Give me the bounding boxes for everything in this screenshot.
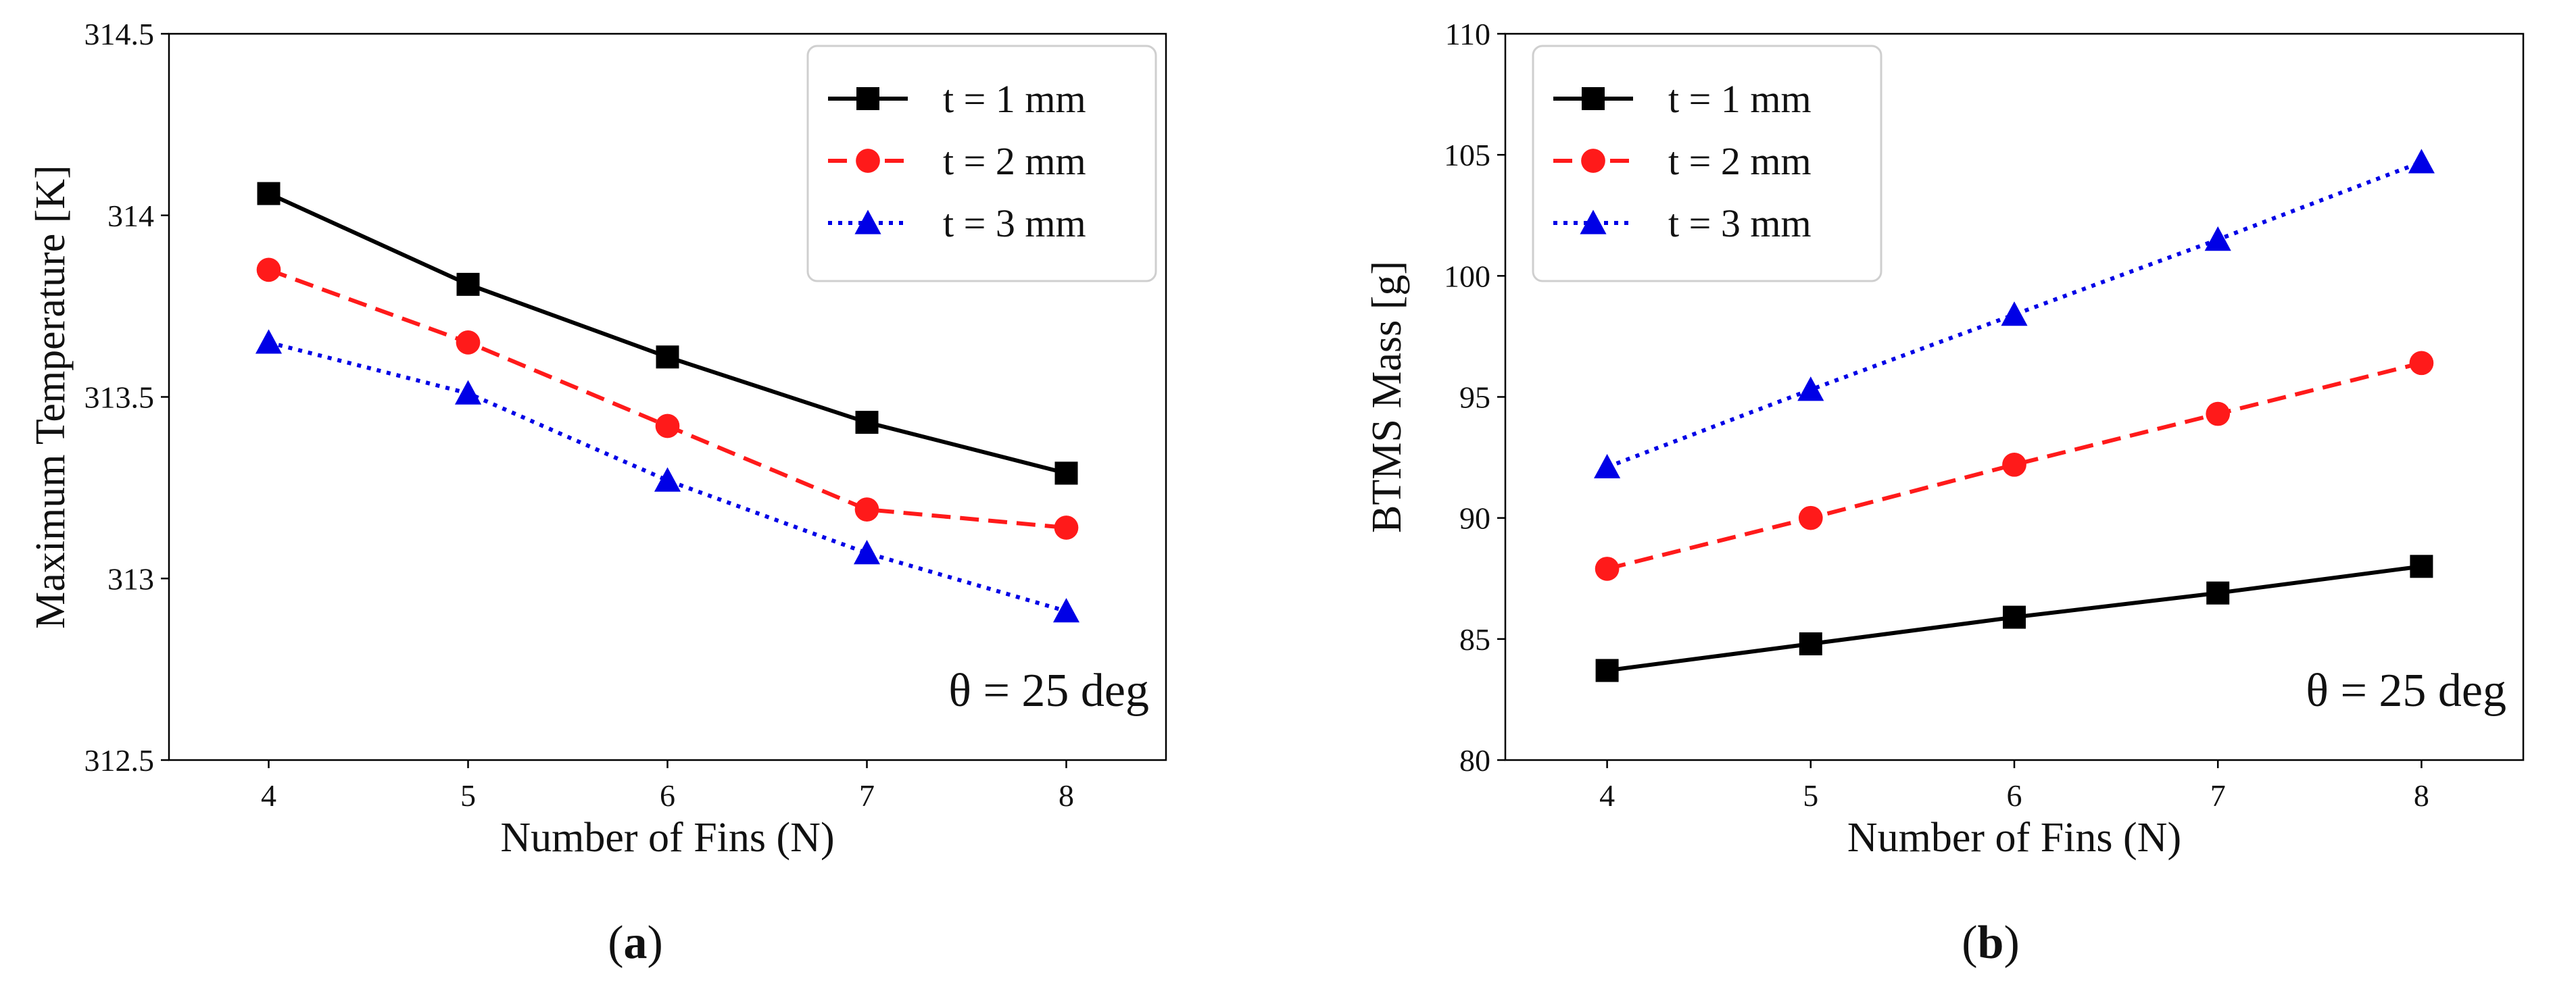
data-point	[2408, 149, 2435, 174]
data-point	[1797, 376, 1824, 401]
data-point	[855, 411, 879, 434]
legend-label: t = 1 mm	[943, 77, 1086, 121]
x-tick-label: 4	[1599, 778, 1615, 813]
y-tick-label: 100	[1444, 259, 1490, 293]
y-tick-label: 105	[1444, 138, 1490, 172]
y-tick-label: 110	[1445, 17, 1490, 51]
data-point	[2206, 401, 2231, 426]
data-point	[454, 380, 482, 405]
data-point	[456, 272, 480, 296]
y-tick-label: 85	[1459, 622, 1490, 657]
y-tick-label: 314.5	[84, 17, 155, 51]
data-point	[257, 182, 281, 205]
y-axis-label: Maximum Temperature [K]	[28, 165, 74, 629]
data-point	[2410, 555, 2433, 578]
chart-panel-a: 312.5 313 313.5 314 314.5 4 5 6 7 8 Number of Fins…	[28, 17, 1167, 969]
legend-label: t = 1 mm	[1668, 77, 1812, 121]
y-tick-label: 313	[107, 561, 154, 596]
y-tick-label: 80	[1459, 743, 1490, 778]
legend-box	[806, 45, 1157, 282]
data-point	[2003, 605, 2026, 629]
data-point	[854, 497, 879, 522]
data-point	[1595, 659, 1619, 682]
x-tick-label: 4	[261, 778, 276, 813]
x-axis-label: Number of Fins (N)	[1847, 815, 2181, 861]
y-axis-label: BTMS Mass [g]	[1364, 261, 1410, 533]
legend-label: t = 3 mm	[943, 201, 1086, 245]
data-point	[853, 540, 881, 565]
theta-annotation: θ = 25 deg	[948, 665, 1149, 717]
data-point	[2204, 226, 2231, 251]
x-tick-label: 6	[660, 778, 675, 813]
panel-label: (b)	[1962, 917, 2020, 969]
x-tick-label: 7	[859, 778, 875, 813]
legend-marker	[1582, 87, 1605, 110]
series-3	[1594, 149, 2435, 479]
legend-marker	[1581, 149, 1605, 173]
y-tick-label: 90	[1459, 501, 1490, 536]
legend-marker	[856, 87, 879, 110]
y-tick-label: 95	[1459, 380, 1490, 415]
x-tick-label: 7	[2210, 778, 2226, 813]
data-point	[656, 345, 679, 369]
series-line	[1606, 160, 2423, 470]
data-point	[256, 257, 281, 282]
series-2	[256, 257, 1079, 540]
legend-marker	[856, 149, 880, 173]
series-1	[1595, 555, 2433, 682]
chart-panel-b: 80 85 90 95 100 105 110 4 5 6 7 8 Number of Fins (N)…	[1364, 17, 2525, 969]
series-2	[1595, 351, 2434, 581]
x-tick-label: 8	[1059, 778, 1074, 813]
legend-marker	[854, 209, 881, 234]
legend-label: t = 2 mm	[1668, 139, 1812, 183]
data-point	[2002, 452, 2026, 477]
series-line	[1606, 361, 2423, 571]
x-axis-label: Number of Fins (N)	[500, 815, 834, 861]
legend-label: t = 2 mm	[943, 139, 1086, 183]
series-3	[255, 329, 1080, 623]
panel-label: (a)	[608, 917, 663, 969]
y-tick-label: 312.5	[84, 743, 155, 778]
data-point	[1054, 461, 1078, 485]
data-point	[1595, 557, 1620, 581]
data-point	[2206, 581, 2230, 605]
x-tick-label: 5	[460, 778, 476, 813]
legend-box	[1532, 45, 1882, 282]
theta-annotation: θ = 25 deg	[2306, 665, 2506, 717]
x-tick-label: 8	[2414, 778, 2429, 813]
series-1	[257, 182, 1078, 485]
y-tick-label: 313.5	[84, 380, 155, 415]
y-tick-label: 314	[107, 199, 154, 233]
x-tick-label: 5	[1803, 778, 1818, 813]
data-point	[655, 413, 680, 438]
legend: t = 1 mm t = 2 mm t = 3 mm	[1532, 45, 1882, 282]
data-point	[1594, 453, 1621, 479]
data-point	[456, 330, 481, 355]
data-point	[654, 467, 681, 492]
data-point	[1798, 505, 1823, 530]
legend-label: t = 3 mm	[1668, 201, 1812, 245]
legend: t = 1 mm t = 2 mm t = 3 mm	[806, 45, 1157, 282]
data-point	[255, 329, 283, 354]
data-point	[2409, 351, 2434, 376]
data-point	[2001, 301, 2028, 326]
data-point	[1052, 598, 1080, 623]
data-point	[1054, 515, 1079, 540]
legend-marker	[1580, 209, 1607, 234]
data-point	[1799, 632, 1822, 655]
x-tick-label: 6	[2007, 778, 2022, 813]
